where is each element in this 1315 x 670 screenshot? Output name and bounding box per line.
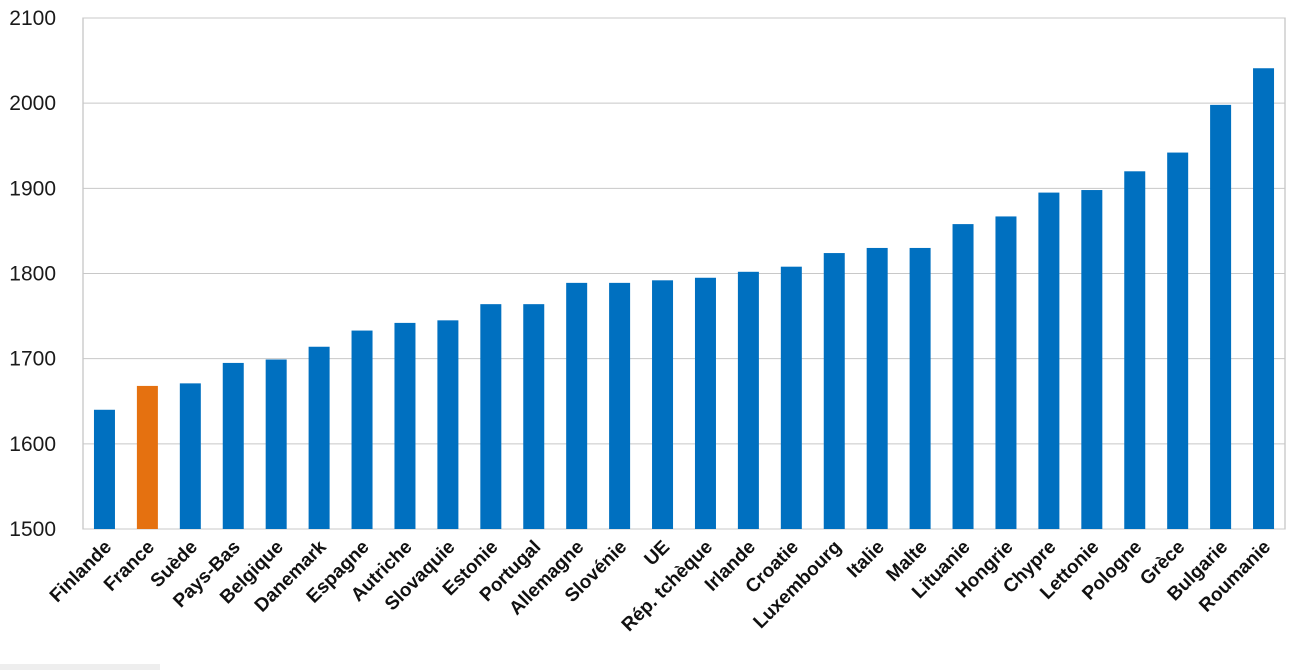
x-tick-label: Italie [843, 537, 888, 582]
y-tick-label: 2100 [9, 7, 56, 30]
bar-16 [780, 266, 802, 529]
bar-5 [308, 346, 330, 529]
scroll-strip [0, 664, 160, 670]
bars [93, 68, 1275, 530]
bar-1 [136, 385, 158, 529]
y-tick-label: 1600 [9, 433, 56, 456]
bar-17 [823, 253, 845, 529]
bar-20 [952, 224, 974, 529]
bar-24 [1124, 171, 1146, 530]
bar-15 [737, 271, 759, 529]
bar-18 [866, 247, 888, 529]
y-tick-label: 1900 [9, 177, 56, 200]
bar-7 [394, 322, 416, 529]
x-axis-ticks: FinlandeFranceSuèdePays-BasBelgiqueDanem… [46, 536, 1275, 636]
bar-3 [222, 362, 244, 529]
x-tick-label: UE [641, 537, 675, 571]
bar-12 [609, 282, 631, 529]
bar-27 [1253, 68, 1275, 529]
y-tick-label: 2000 [9, 92, 56, 115]
bar-10 [523, 304, 545, 529]
bar-9 [480, 304, 502, 529]
y-tick-label: 1700 [9, 348, 56, 371]
bar-25 [1167, 152, 1189, 529]
bar-0 [93, 409, 115, 529]
bar-19 [909, 247, 931, 529]
bar-6 [351, 330, 373, 529]
bar-21 [995, 216, 1017, 529]
bar-23 [1081, 190, 1103, 529]
bar-8 [437, 320, 459, 529]
bar-14 [694, 277, 716, 529]
bar-11 [566, 282, 588, 529]
y-tick-label: 1800 [9, 263, 56, 286]
gridlines [82, 17, 1286, 530]
y-axis-ticks: 1500 1600 1700 1800 1900 2000 2100 [9, 7, 56, 541]
bar-4 [265, 359, 287, 529]
x-tick-label: Finlande [46, 537, 116, 607]
bar-22 [1038, 192, 1060, 529]
y-tick-label: 1500 [9, 518, 56, 541]
bar-13 [652, 280, 674, 529]
bar-26 [1210, 104, 1232, 530]
bar-2 [179, 383, 201, 529]
